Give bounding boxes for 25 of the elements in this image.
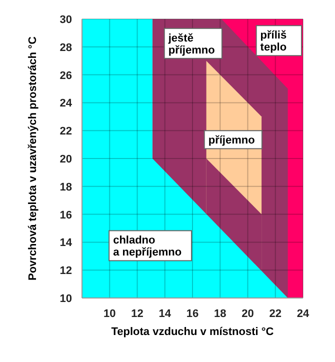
series-label: ještě příjemno bbox=[167, 32, 216, 56]
y-tick-label: 16 bbox=[60, 209, 72, 222]
y-axis-title: Povrchová teplota v uzavřených prostorách °C bbox=[27, 36, 39, 281]
x-tick-label: 12 bbox=[131, 308, 144, 320]
y-tick-label: 26 bbox=[60, 70, 72, 82]
x-axis-title: Teplota vzduchu v místnosti °C bbox=[111, 326, 274, 338]
y-tick-label: 12 bbox=[60, 265, 72, 278]
x-tick-label: 14 bbox=[158, 308, 172, 320]
y-tick-label: 14 bbox=[60, 237, 73, 250]
x-tick-label: 18 bbox=[214, 308, 226, 320]
y-tick-label: 30 bbox=[60, 14, 72, 26]
y-tick-label: 22 bbox=[60, 126, 72, 138]
y-tick-label: 10 bbox=[60, 293, 72, 305]
series-label: příliš teplo bbox=[260, 30, 287, 54]
x-tick-label: 22 bbox=[269, 308, 282, 320]
y-tick-label: 28 bbox=[60, 42, 72, 54]
y-tick-label: 18 bbox=[60, 181, 72, 194]
series-label: chladno a nepříjemno bbox=[113, 234, 182, 259]
y-tick-label: 20 bbox=[60, 154, 72, 166]
x-tick-label: 16 bbox=[186, 308, 199, 320]
x-tick-label: 10 bbox=[104, 308, 116, 320]
y-tick-label: 24 bbox=[60, 98, 73, 110]
x-tick-label: 20 bbox=[242, 308, 254, 320]
series-label: příjemno bbox=[208, 134, 256, 147]
x-tick-label: 24 bbox=[296, 308, 310, 320]
